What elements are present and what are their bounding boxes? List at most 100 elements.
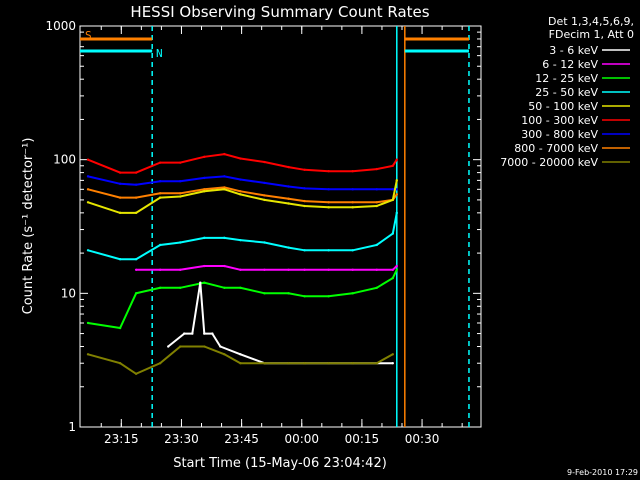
series-point <box>199 281 202 284</box>
series-point <box>287 362 290 365</box>
series-point <box>223 353 226 356</box>
legend-label: 800 - 7000 keV <box>514 142 598 155</box>
series-point <box>395 179 398 182</box>
legend-label: 25 - 50 keV <box>535 86 598 99</box>
series-point <box>86 321 90 325</box>
series-point <box>351 362 354 365</box>
series-point <box>179 268 182 271</box>
series-point <box>263 292 266 295</box>
series-point <box>211 332 214 335</box>
series-point <box>303 362 306 365</box>
series-point <box>203 264 206 268</box>
series-point <box>327 268 330 271</box>
series-point <box>239 268 242 271</box>
series-point <box>391 353 394 356</box>
series-point <box>179 345 182 348</box>
series-point <box>375 286 378 290</box>
series-point <box>179 195 182 198</box>
y-tick-label: 10 <box>61 286 76 300</box>
flag-bars: SN <box>80 29 469 60</box>
series-point <box>134 372 138 376</box>
series-line <box>87 269 398 330</box>
legend-label: 3 - 6 keV <box>549 44 598 57</box>
series-point <box>223 188 226 191</box>
x-axis-label: Start Time (15-May-06 23:04:42) <box>173 456 387 471</box>
series-point <box>327 188 330 191</box>
x-axis: 23:15 23:30 23:45 00:00 00:15 00:30 <box>100 26 463 446</box>
series-line <box>87 175 397 191</box>
series-point <box>327 206 330 209</box>
series-point <box>134 258 138 261</box>
series-point <box>134 183 138 186</box>
series-point <box>118 326 122 330</box>
series-point <box>86 249 90 252</box>
series-point <box>287 197 290 200</box>
series-point <box>375 201 378 204</box>
series-point <box>118 171 122 174</box>
series-point <box>395 188 398 191</box>
vertical-markers <box>151 26 470 427</box>
series-lines <box>86 152 398 376</box>
series-point <box>327 362 330 365</box>
series-point <box>351 169 354 173</box>
series-point <box>287 268 290 271</box>
series-point <box>223 175 226 178</box>
x-tick-label: 23:30 <box>164 432 199 446</box>
series-point <box>263 268 266 271</box>
legend-label: 100 - 300 keV <box>521 114 598 127</box>
series-point <box>303 168 306 171</box>
series-point <box>327 169 330 173</box>
series-point <box>287 292 290 295</box>
series-point <box>159 196 162 199</box>
footer-date: 9-Feb-2010 17:29 <box>567 468 638 477</box>
series-point <box>263 160 266 164</box>
series-point <box>239 286 242 290</box>
x-tick-label: 00:30 <box>405 432 440 446</box>
series-point <box>159 286 162 290</box>
legend: Det 1,3,4,5,6,9,FDecim 1, Att 0 3 - 6 keV… <box>500 15 634 169</box>
series-point <box>351 249 354 252</box>
series-point <box>391 198 394 202</box>
series-point <box>118 211 122 215</box>
series-point <box>287 185 290 188</box>
series-point <box>191 332 194 335</box>
series-line <box>87 186 398 204</box>
series-point <box>351 206 354 209</box>
legend-label: 6 - 12 keV <box>542 58 598 71</box>
series-point <box>159 268 162 271</box>
legend-label: 12 - 25 keV <box>535 72 598 85</box>
series-point <box>203 190 206 193</box>
legend-label: 50 - 100 keV <box>528 100 598 113</box>
series-point <box>134 196 138 199</box>
series-point <box>303 268 306 271</box>
y-tick-label: 1 <box>68 420 76 434</box>
series-point <box>86 201 90 204</box>
series-point <box>179 161 182 164</box>
series-point <box>287 246 290 249</box>
y-axis-label: Count Rate (s⁻¹ detector⁻¹) <box>21 138 36 315</box>
series-point <box>159 180 162 183</box>
series-point <box>134 171 138 174</box>
series-point <box>327 295 330 298</box>
series-point <box>223 236 226 240</box>
series-point <box>395 264 398 268</box>
series-point <box>219 345 222 348</box>
series-point <box>239 353 242 356</box>
series-point <box>223 152 226 156</box>
series-point <box>179 192 182 195</box>
series-line <box>87 212 398 261</box>
series-point <box>263 194 266 197</box>
series-point <box>391 232 394 235</box>
series-point <box>239 190 242 193</box>
x-tick-label: 00:15 <box>345 432 380 446</box>
series-line <box>87 153 398 174</box>
chart-title: HESSI Observing Summary Count Rates <box>130 3 429 21</box>
series-point <box>203 332 206 335</box>
legend-header: Det 1,3,4,5,6,9, <box>548 15 634 28</box>
series-point <box>167 345 170 348</box>
legend-label: 7000 - 20000 keV <box>500 156 598 169</box>
y-tick-label: 100 <box>53 153 76 167</box>
series-point <box>159 161 162 164</box>
series-point <box>263 241 266 244</box>
series-point <box>134 292 138 295</box>
